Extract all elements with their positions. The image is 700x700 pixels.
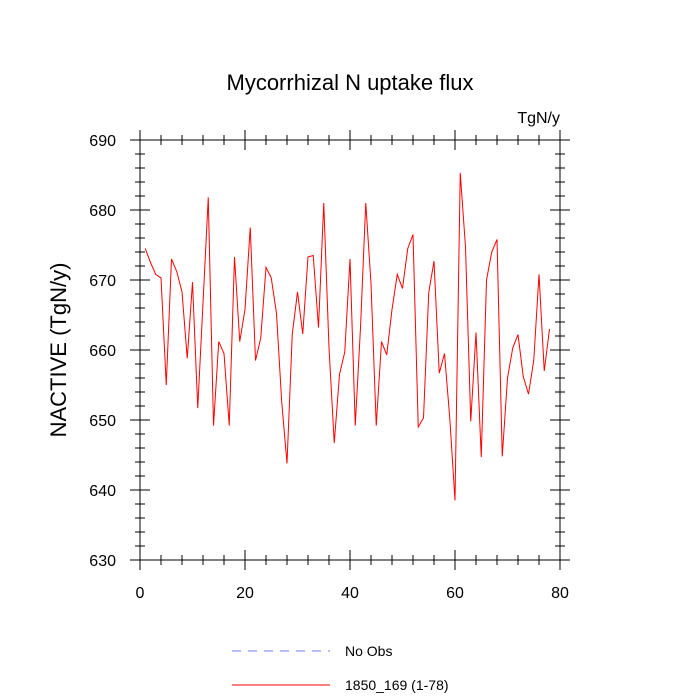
y-tick-label: 680 — [89, 203, 116, 220]
plot-frame — [139, 139, 561, 561]
x-tick-label: 20 — [236, 585, 254, 602]
series-group — [144, 172, 550, 501]
y-tick-label: 660 — [89, 343, 116, 360]
x-tick-label: 60 — [446, 585, 464, 602]
x-tick-label: 0 — [136, 585, 145, 602]
series-line — [144, 172, 550, 501]
y-tick-label: 630 — [89, 553, 116, 570]
y-tick-label: 670 — [89, 273, 116, 290]
legend: No Obs 1850_169 (1-78) — [232, 643, 449, 693]
y-tick-label: 650 — [89, 413, 116, 430]
legend-label: No Obs — [345, 643, 392, 659]
units-label: TgN/y — [517, 110, 560, 127]
axis-ticks — [130, 130, 570, 570]
x-tick-label: 40 — [341, 585, 359, 602]
y-axis-label: NACTIVE (TgN/y) — [46, 263, 71, 438]
legend-label: 1850_169 (1-78) — [345, 677, 449, 693]
y-tick-labels: 630 640 650 660 670 680 690 — [89, 133, 116, 570]
chart-title: Mycorrhizal N uptake flux — [227, 70, 474, 95]
y-tick-label: 690 — [89, 133, 116, 150]
y-tick-label: 640 — [89, 483, 116, 500]
x-tick-label: 80 — [551, 585, 569, 602]
x-tick-labels: 0 20 40 60 80 — [136, 585, 569, 602]
